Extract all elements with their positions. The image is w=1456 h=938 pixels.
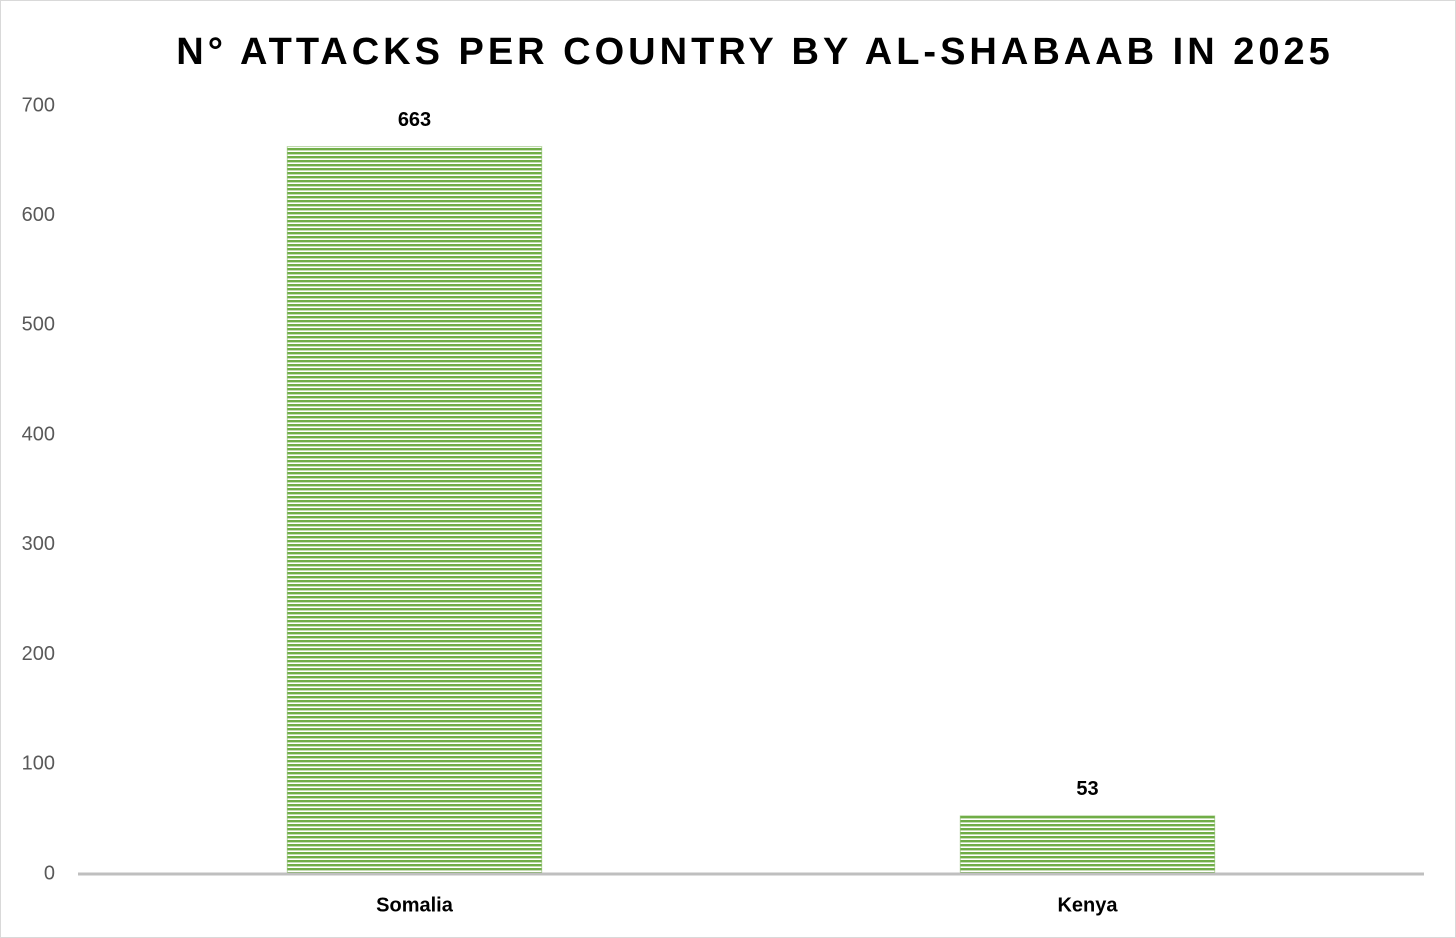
chart-title: N° ATTACKS PER COUNTRY BY AL-SHABAAB IN … — [176, 31, 1334, 73]
y-tick-label: 500 — [22, 314, 55, 336]
y-tick-label: 400 — [22, 423, 55, 445]
y-tick-label: 100 — [22, 753, 55, 775]
y-tick-label: 0 — [44, 862, 55, 884]
y-tick-label: 200 — [22, 643, 55, 665]
bar — [959, 815, 1216, 875]
y-tick-label: 700 — [22, 94, 55, 116]
x-tick-label: Kenya — [1057, 894, 1118, 916]
value-label: 663 — [398, 109, 431, 131]
value-label: 53 — [1076, 778, 1098, 800]
y-tick-label: 600 — [22, 204, 55, 226]
x-tick-label: Somalia — [376, 894, 454, 916]
bar — [286, 146, 543, 875]
y-tick-label: 300 — [22, 533, 55, 555]
